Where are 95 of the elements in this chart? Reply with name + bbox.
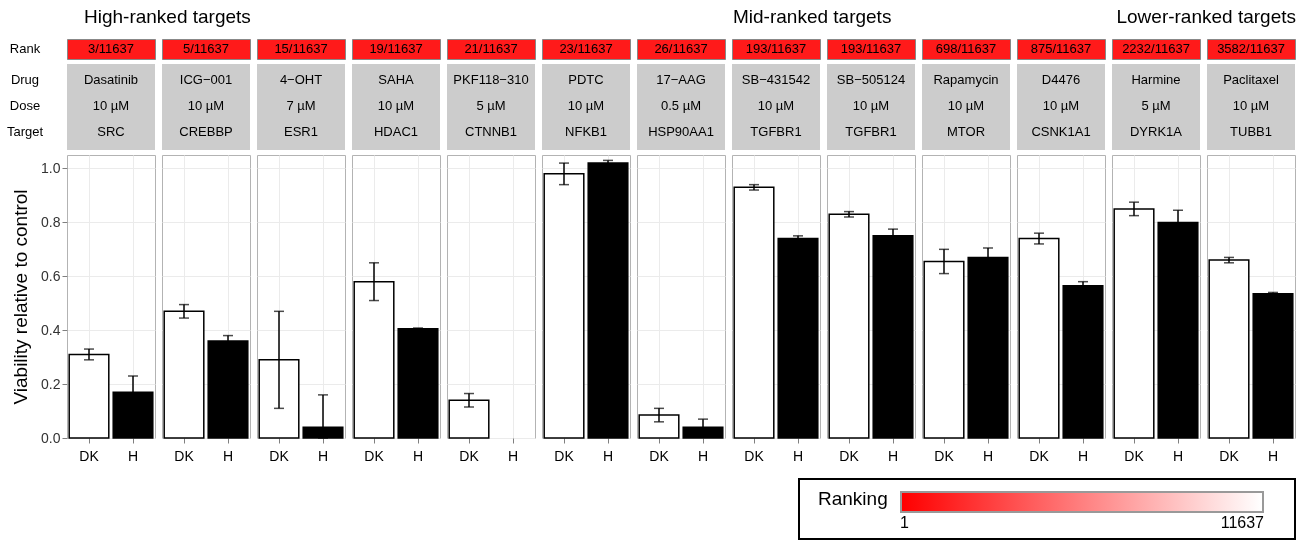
x-tick-label: H — [412, 447, 424, 464]
y-tick-label: 1.0 — [41, 159, 61, 176]
x-tick-label: H — [982, 447, 994, 464]
chart-subtitle: 10 µM — [187, 98, 225, 113]
text: TUBB1 — [1230, 124, 1272, 139]
text: 21/11637 — [464, 41, 518, 56]
x-tick-label: DK — [269, 447, 290, 464]
x-tick-label: H — [1077, 447, 1089, 464]
text: SRC — [97, 124, 125, 139]
chart-title: Dasatinib — [83, 72, 139, 87]
x-tick-label: H — [507, 447, 519, 464]
text: Ranking — [818, 488, 888, 510]
x-tick-label: DK — [934, 447, 955, 464]
x-tick-label: DK — [649, 447, 670, 464]
text: 15/11637 — [274, 41, 328, 56]
x-tick-label: H — [887, 447, 899, 464]
y-tick-label: 0.2 — [41, 375, 61, 392]
chart-title: SB−431542 — [741, 72, 811, 87]
text: 193/11637 — [745, 41, 807, 56]
chart-subtitle: 10 µM — [92, 98, 130, 113]
x-tick-label: DK — [79, 447, 100, 464]
chart-subtitle: 10 µM — [852, 98, 890, 113]
chart-title: Harmine — [1131, 72, 1181, 87]
x-tick-label: DK — [1029, 447, 1050, 464]
text: 5/11637 — [182, 41, 230, 56]
chart-subtitle: 10 µM — [947, 98, 985, 113]
x-tick-label: DK — [744, 447, 765, 464]
text: 875/11637 — [1030, 41, 1092, 56]
x-tick-label: H — [317, 447, 329, 464]
text: 193/11637 — [840, 41, 902, 56]
x-tick-label: H — [222, 447, 234, 464]
text: 11637 — [1220, 514, 1264, 532]
y-tick-label: 0.8 — [41, 213, 61, 230]
text: TGFBR1 — [845, 124, 897, 139]
chart-subtitle: 0.5 µM — [660, 98, 702, 113]
chart-subtitle: 5 µM — [1141, 98, 1171, 113]
chart-title: D4476 — [1041, 72, 1081, 87]
text: Mid-ranked targets — [733, 6, 892, 28]
y-tick-label: 0.6 — [41, 267, 61, 284]
chart-subtitle: 5 µM — [476, 98, 506, 113]
text: CSNK1A1 — [1031, 124, 1091, 139]
chart-title: SB−505124 — [836, 72, 906, 87]
x-tick-label: DK — [364, 447, 385, 464]
chart-subtitle: 10 µM — [377, 98, 415, 113]
x-tick-label: DK — [174, 447, 195, 464]
y-tick-label: 0.0 — [41, 429, 61, 446]
chart-subtitle: 7 µM — [286, 98, 316, 113]
text: Dose — [9, 98, 41, 113]
x-tick-label: DK — [839, 447, 860, 464]
chart-title: 17−AAG — [656, 72, 706, 87]
chart-title: Paclitaxel — [1223, 72, 1279, 87]
text: Target — [6, 124, 44, 139]
chart-subtitle: 10 µM — [757, 98, 795, 113]
text: Lower-ranked targets — [1116, 6, 1296, 28]
text: ESR1 — [284, 124, 318, 139]
text: High-ranked targets — [84, 6, 251, 28]
text: 19/11637 — [369, 41, 423, 56]
text: 1 — [900, 514, 909, 532]
x-tick-label: H — [792, 447, 804, 464]
chart-subtitle: 10 µM — [567, 98, 605, 113]
text: 23/11637 — [559, 41, 613, 56]
text: NFKB1 — [565, 124, 607, 139]
chart-title: PDTC — [568, 72, 604, 87]
x-tick-label: H — [697, 447, 709, 464]
x-tick-label: H — [602, 447, 614, 464]
text: DYRK1A — [1129, 124, 1183, 139]
x-tick-label: H — [1172, 447, 1184, 464]
text: TGFBR1 — [750, 124, 802, 139]
text: CREBBP — [179, 124, 233, 139]
chart-subtitle: 10 µM — [1042, 98, 1080, 113]
x-tick-label: DK — [1219, 447, 1240, 464]
text: HSP90AA1 — [648, 124, 714, 139]
text: 2232/11637 — [1122, 41, 1190, 56]
text: HDAC1 — [373, 124, 419, 139]
x-tick-label: DK — [554, 447, 575, 464]
text: Rank — [9, 41, 41, 56]
text: 3582/11637 — [1217, 41, 1285, 56]
text: Drug — [10, 72, 40, 87]
chart-subtitle: 10 µM — [1232, 98, 1270, 113]
text: 698/11637 — [935, 41, 997, 56]
chart-title: Rapamycin — [933, 72, 999, 87]
x-tick-label: DK — [459, 447, 480, 464]
chart-title: SAHA — [378, 72, 415, 87]
x-tick-label: DK — [1124, 447, 1145, 464]
y-axis-title: Viability relative to control — [10, 189, 32, 405]
chart-title: 4−OHT — [279, 72, 323, 87]
chart-title: ICG−001 — [179, 72, 233, 87]
x-tick-label: H — [127, 447, 139, 464]
y-tick-label: 0.4 — [41, 321, 61, 338]
chart-title: PKF118−310 — [453, 72, 529, 87]
text: 26/11637 — [654, 41, 708, 56]
text: CTNNB1 — [464, 124, 518, 139]
x-tick-label: H — [1267, 447, 1279, 464]
text: 3/11637 — [87, 41, 135, 56]
text: MTOR — [946, 124, 986, 139]
